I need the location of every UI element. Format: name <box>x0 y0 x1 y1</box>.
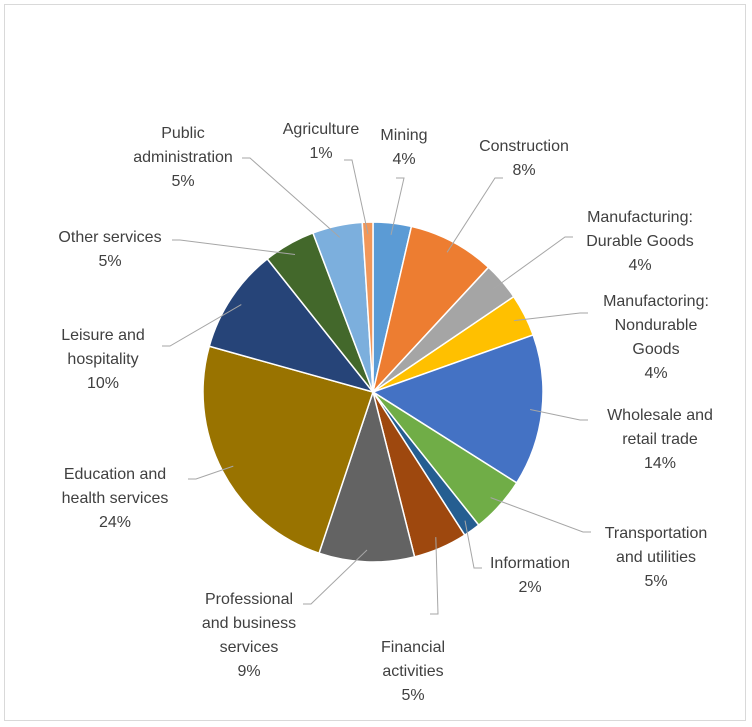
label-text-information: Information <box>490 555 570 572</box>
label-text-construction: Construction <box>479 138 569 155</box>
leader-line-professional <box>303 549 368 605</box>
label-percent-leisure: 10% <box>87 375 119 392</box>
label-text-public-admin: administration <box>133 149 233 166</box>
label-text-professional: Professional <box>205 591 293 608</box>
label-text-education: health services <box>62 490 169 507</box>
data-label-mfg-nondurable: Manufactoring: Nondurable Goods 4% <box>603 293 709 382</box>
label-percent-other: 5% <box>98 253 121 270</box>
label-text-education: Education and <box>64 466 166 483</box>
leader-line-public-admin <box>242 157 341 238</box>
slice-agriculture <box>361 221 374 393</box>
data-label-other: Other services 5% <box>58 229 161 270</box>
label-percent-mfg-durable: 4% <box>628 257 651 274</box>
label-percent-transport: 5% <box>644 573 667 590</box>
label-text-wholesale: Wholesale and <box>607 407 713 424</box>
label-percent-professional: 9% <box>237 663 260 680</box>
leader-line-mining <box>390 177 405 236</box>
label-text-financial: activities <box>382 663 443 680</box>
leader-line-transport <box>490 497 591 533</box>
leader-line-mfg-durable <box>492 236 573 290</box>
data-label-mining: Mining 4% <box>380 127 427 168</box>
data-label-professional: Professional and business services 9% <box>202 591 296 680</box>
leader-line-leisure <box>162 304 242 347</box>
leader-line-agriculture <box>344 159 369 235</box>
slice-education <box>202 345 374 555</box>
data-label-transport: Transportation and utilities 5% <box>605 525 708 590</box>
leader-line-financial <box>430 537 439 615</box>
leader-lines <box>162 157 591 615</box>
data-label-construction: Construction 8% <box>479 138 569 179</box>
leader-line-mfg-nondurable <box>513 312 588 322</box>
label-text-wholesale: retail trade <box>622 431 698 448</box>
label-text-other: Other services <box>58 229 161 246</box>
slice-labels: Mining 4% Construction 8% Manufacturing: Dura… <box>58 121 712 704</box>
label-percent-public-admin: 5% <box>171 173 194 190</box>
label-text-leisure: Leisure and <box>61 327 145 344</box>
data-label-public-admin: Public administration 5% <box>133 125 233 190</box>
data-label-agriculture: Agriculture 1% <box>283 121 360 162</box>
label-text-mfg-durable: Manufacturing: <box>587 209 693 226</box>
label-percent-information: 2% <box>518 579 541 596</box>
data-label-leisure: Leisure and hospitality 10% <box>61 327 145 392</box>
slice-construction <box>371 225 490 395</box>
label-percent-wholesale: 14% <box>644 455 676 472</box>
label-percent-financial: 5% <box>401 687 424 704</box>
label-percent-agriculture: 1% <box>309 145 332 162</box>
label-percent-mining: 4% <box>392 151 415 168</box>
leader-line-construction <box>446 177 503 253</box>
slice-leisure <box>208 257 376 394</box>
leader-line-education <box>188 465 234 480</box>
data-label-mfg-durable: Manufacturing: Durable Goods 4% <box>586 209 694 274</box>
label-text-mining: Mining <box>380 127 427 144</box>
label-text-mfg-durable: Durable Goods <box>586 233 694 250</box>
slice-professional <box>318 389 416 563</box>
label-percent-construction: 8% <box>512 162 535 179</box>
leader-line-wholesale <box>529 409 588 421</box>
label-text-professional: and business <box>202 615 296 632</box>
label-text-mfg-nondurable: Nondurable <box>615 317 698 334</box>
label-text-mfg-nondurable: Goods <box>632 341 679 358</box>
label-percent-mfg-nondurable: 4% <box>644 365 667 382</box>
data-label-education: Education and health services 24% <box>62 466 169 531</box>
label-text-leisure: hospitality <box>67 351 138 368</box>
data-label-information: Information 2% <box>490 555 570 596</box>
label-text-agriculture: Agriculture <box>283 121 360 138</box>
leader-line-information <box>464 520 482 569</box>
pie-slices <box>202 221 544 563</box>
data-label-wholesale: Wholesale and retail trade 14% <box>607 407 713 472</box>
data-label-financial: Financial activities 5% <box>381 639 445 704</box>
label-text-public-admin: Public <box>161 125 205 142</box>
label-percent-education: 24% <box>99 514 131 531</box>
leader-line-other <box>172 239 296 255</box>
label-text-financial: Financial <box>381 639 445 656</box>
label-text-transport: Transportation <box>605 525 708 542</box>
label-text-professional: services <box>220 639 279 656</box>
label-text-transport: and utilities <box>616 549 696 566</box>
slice-wholesale <box>371 334 544 484</box>
label-text-mfg-nondurable: Manufactoring: <box>603 293 709 310</box>
